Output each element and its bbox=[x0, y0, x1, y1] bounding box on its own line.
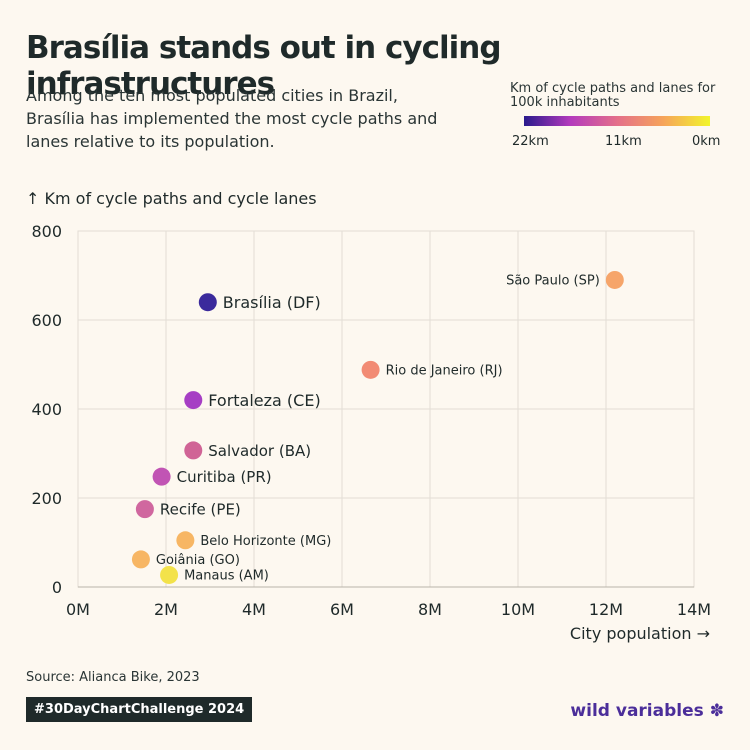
data-label: Salvador (BA) bbox=[208, 442, 311, 460]
y-axis-label: ↑ Km of cycle paths and cycle lanes bbox=[26, 189, 317, 208]
x-tick-label: 10M bbox=[501, 600, 535, 619]
x-tick-label: 2M bbox=[154, 600, 178, 619]
chart-subtitle: Among the ten most populated cities in B… bbox=[26, 86, 438, 151]
challenge-badge: #30DayChartChallenge 2024 bbox=[26, 697, 253, 722]
data-point bbox=[135, 500, 154, 519]
legend-ticks: 22km 11km 0km bbox=[510, 134, 730, 152]
data-point bbox=[160, 565, 179, 584]
data-label: Recife (PE) bbox=[160, 501, 241, 519]
data-label: Belo Horizonte (MG) bbox=[200, 534, 331, 549]
data-point bbox=[605, 270, 624, 289]
x-tick-label: 0M bbox=[66, 600, 90, 619]
y-tick-label: 600 bbox=[31, 311, 62, 330]
data-label: Brasília (DF) bbox=[223, 293, 321, 312]
y-tick-label: 200 bbox=[31, 489, 62, 508]
data-point bbox=[184, 441, 203, 460]
y-tick-label: 0 bbox=[52, 578, 62, 597]
source-note: Source: Alianca Bike, 2023 bbox=[26, 670, 200, 685]
flower-icon: ✽ bbox=[709, 701, 724, 721]
x-tick-label: 8M bbox=[418, 600, 442, 619]
brand-name: wild variables bbox=[570, 701, 704, 721]
x-tick-label: 6M bbox=[330, 600, 354, 619]
data-label: Goiânia (GO) bbox=[156, 553, 240, 568]
legend-gradient-bar bbox=[524, 116, 710, 126]
data-point bbox=[198, 293, 217, 312]
legend-title: Km of cycle paths and lanes for 100k inh… bbox=[510, 81, 716, 110]
x-tick-label: 4M bbox=[242, 600, 266, 619]
color-legend: Km of cycle paths and lanes for 100k inh… bbox=[510, 82, 730, 152]
data-point bbox=[184, 391, 203, 410]
data-label: Curitiba (PR) bbox=[177, 468, 272, 486]
data-point bbox=[152, 467, 171, 486]
chart-title: Brasília stands out in cycling infrastru… bbox=[26, 30, 502, 102]
data-point bbox=[131, 550, 150, 569]
legend-tick-max: 22km bbox=[512, 134, 549, 149]
brand-logo: wild variables ✽ bbox=[570, 701, 724, 721]
y-tick-label: 400 bbox=[31, 400, 62, 419]
legend-tick-min: 0km bbox=[692, 134, 721, 149]
data-point bbox=[361, 360, 380, 379]
x-tick-label: 12M bbox=[589, 600, 623, 619]
x-tick-label: 14M bbox=[677, 600, 711, 619]
y-tick-label: 800 bbox=[31, 222, 62, 241]
data-point bbox=[176, 531, 195, 550]
x-axis-label: City population → bbox=[569, 624, 710, 643]
data-label: Fortaleza (CE) bbox=[208, 391, 320, 410]
legend-tick-mid: 11km bbox=[605, 134, 642, 149]
data-label: Rio de Janeiro (RJ) bbox=[386, 364, 503, 379]
data-label: São Paulo (SP) bbox=[506, 274, 600, 289]
data-label: Manaus (AM) bbox=[184, 569, 269, 584]
